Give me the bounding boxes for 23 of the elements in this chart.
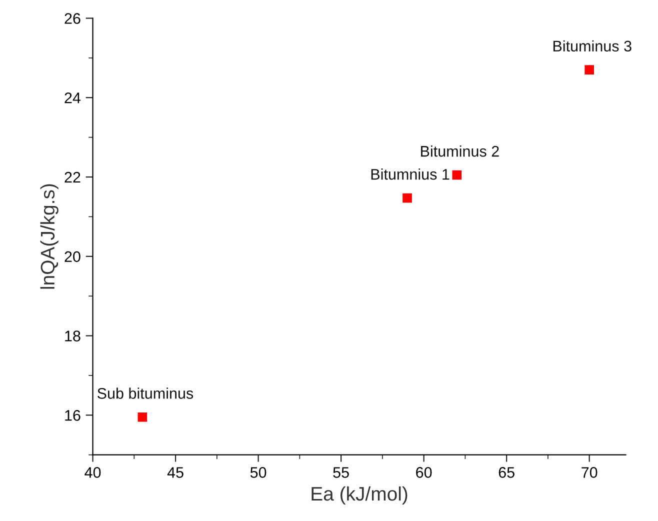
x-tick-label: 40 xyxy=(84,467,101,478)
y-tick-label: 20 xyxy=(64,251,80,262)
point xyxy=(402,193,412,203)
point xyxy=(452,170,462,180)
x-tick-label: 70 xyxy=(582,467,598,478)
point xyxy=(584,65,594,74)
annotation: Bitumnius 1 xyxy=(371,168,450,180)
annotation: Sub bituminus xyxy=(98,388,194,399)
x-tick-label: 45 xyxy=(167,467,184,478)
annotation: Bituminus 3 xyxy=(553,40,632,52)
y-tick-label: 18 xyxy=(65,330,80,342)
y-tick-label: 26 xyxy=(64,13,80,24)
x-tick-label: 65 xyxy=(498,467,514,478)
x-tick-label: 55 xyxy=(333,467,349,478)
point xyxy=(138,412,148,422)
x-tick-label: 50 xyxy=(250,467,266,478)
y-tick-label: 24 xyxy=(64,92,81,104)
x-axis-title: Ea (kJ/mol) xyxy=(312,486,408,505)
y-tick-label: 16 xyxy=(65,410,80,421)
y-axis-title: lnQA(J/kg.s) xyxy=(40,184,58,289)
annotation: Bituminus 2 xyxy=(421,145,499,157)
x-tick-label: 60 xyxy=(416,467,432,478)
y-tick-label: 22 xyxy=(64,172,80,183)
